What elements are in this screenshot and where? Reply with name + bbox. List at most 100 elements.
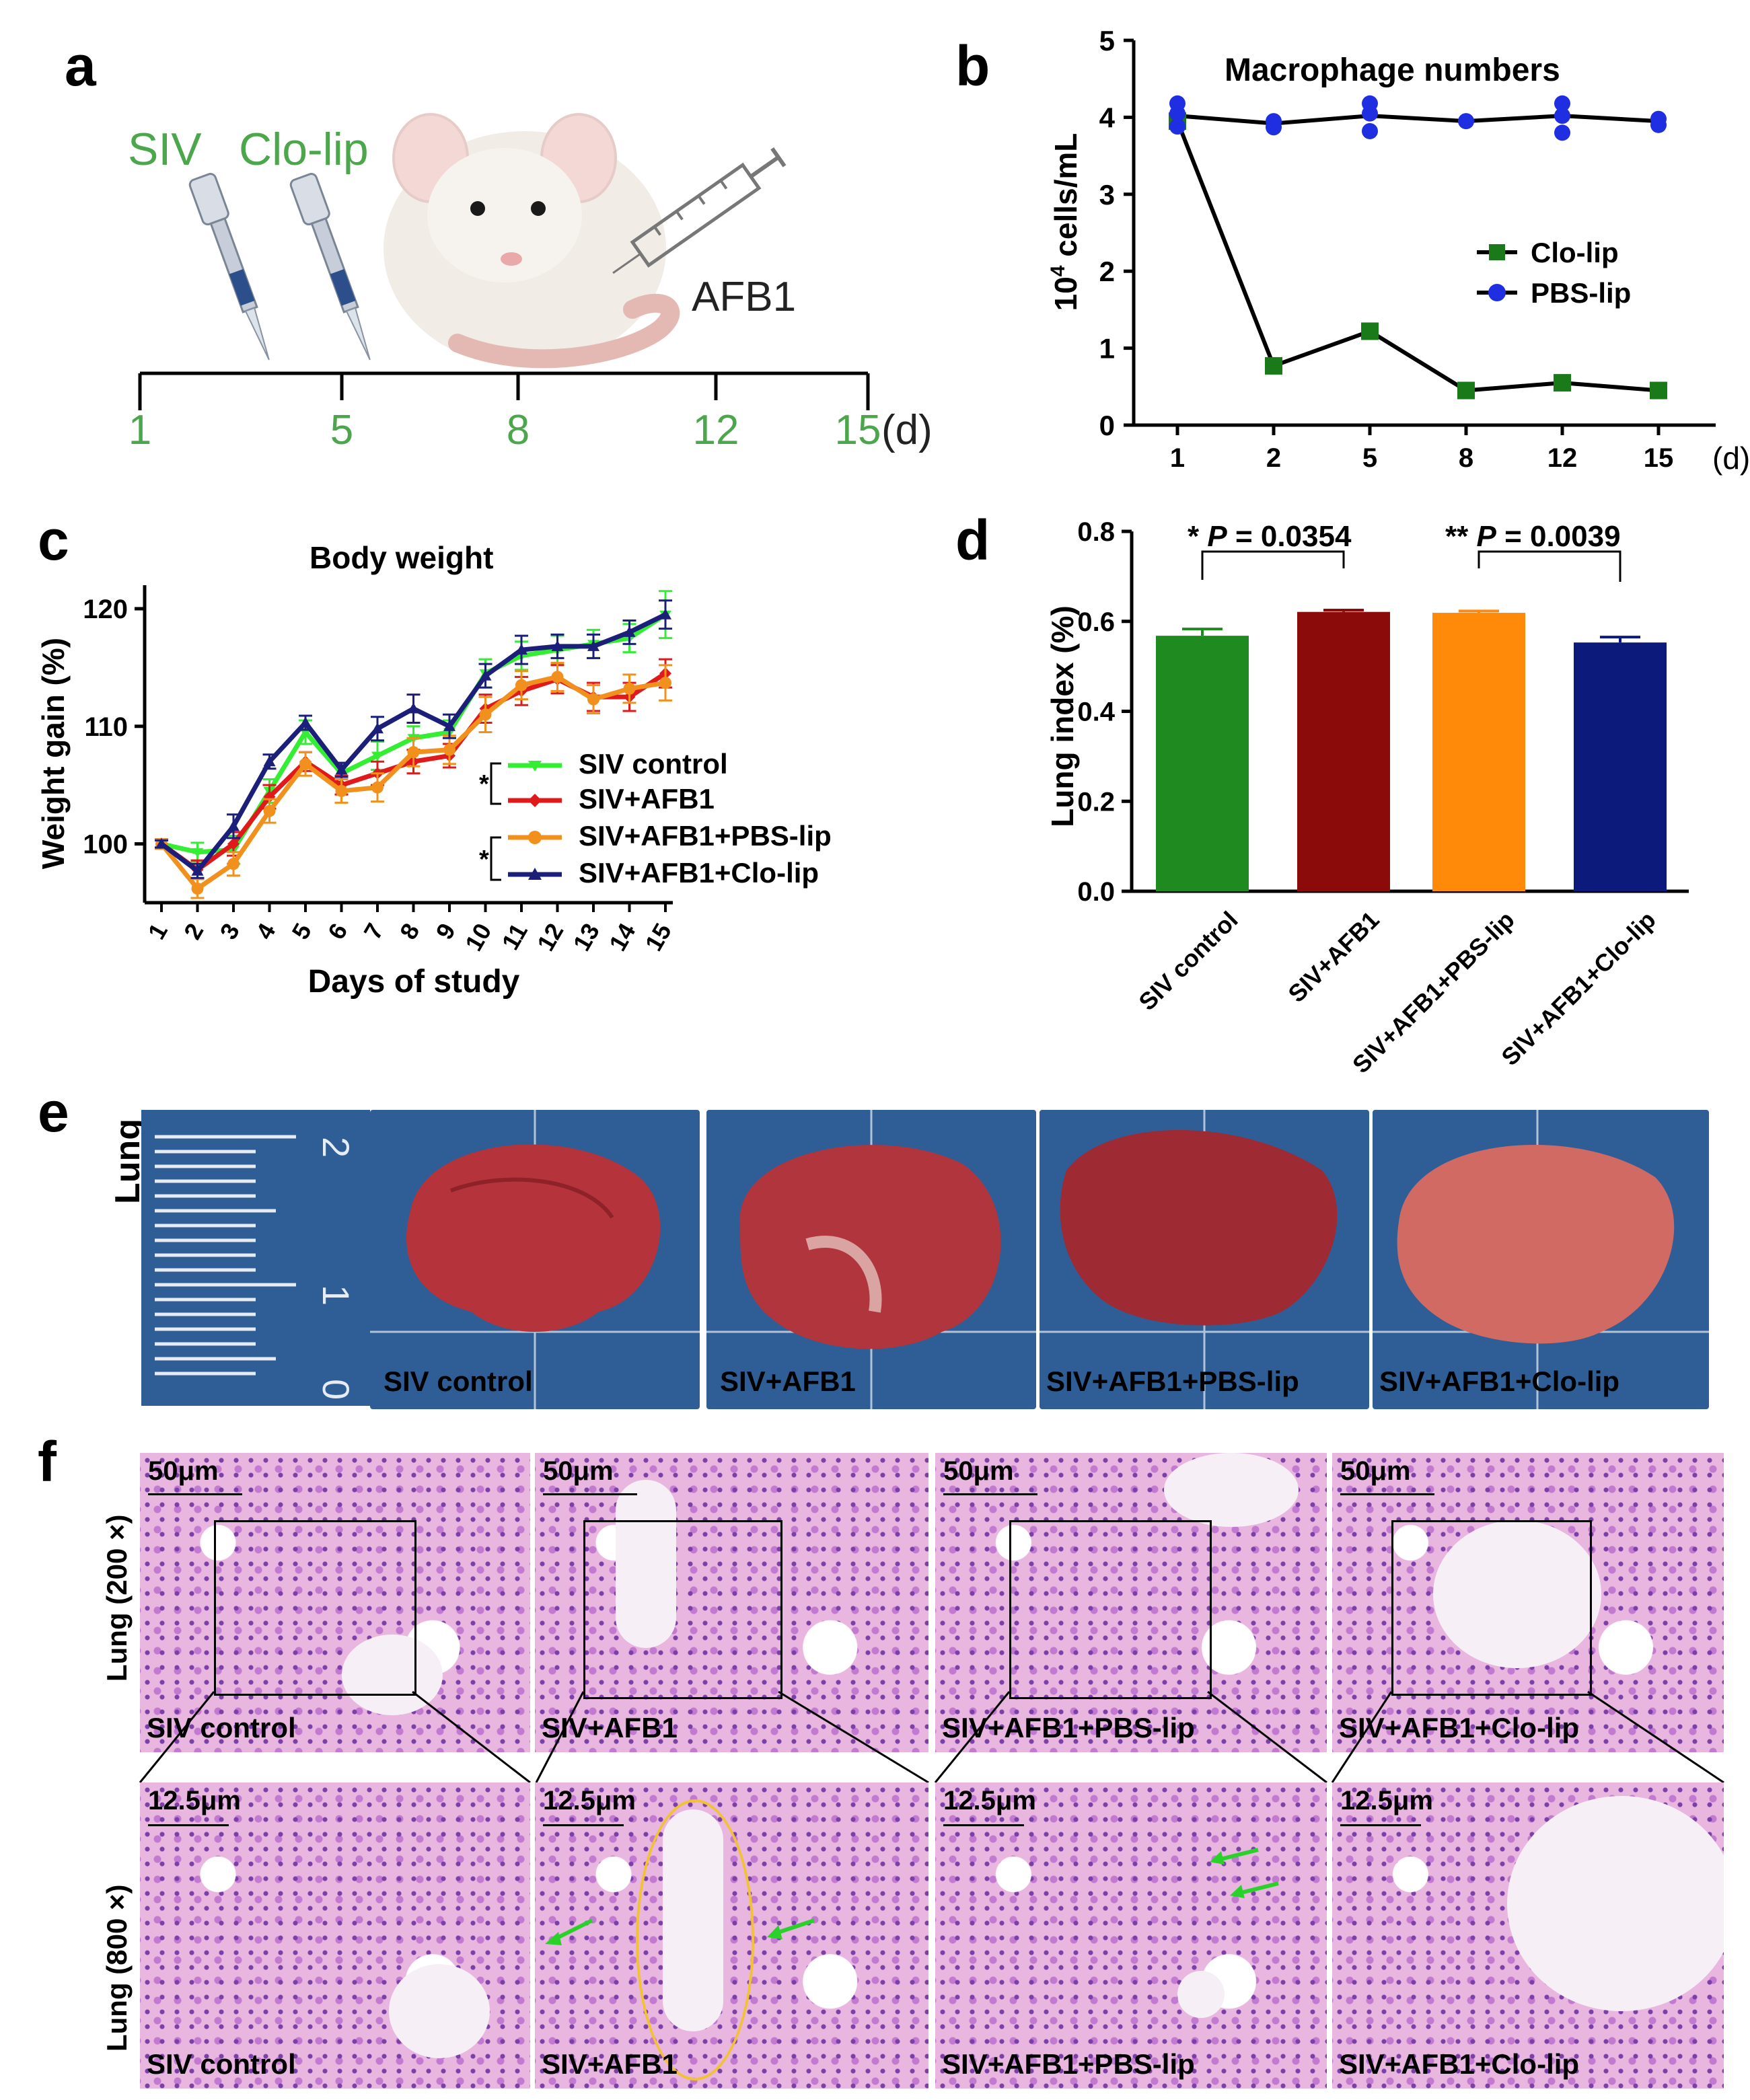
timeline-tick-15: 15 [835,407,881,453]
legend-marker-siv-afb1 [528,794,542,807]
chart-b-point-pbs-lip [1266,119,1282,136]
histology-800x-siv-afb1: 12.5μm SIV+AFB1 [535,1783,928,2089]
chart-c-point-afb1-clo-lip [371,722,384,734]
histology-200x-siv-afb1: 50μm SIV+AFB1 [535,1453,928,1752]
chart-c-point-afb1-pbs-lip [263,804,276,817]
chart-c-xtick-label: 3 [214,919,245,944]
timeline-tick-8: 8 [507,407,530,453]
histology-200x-afb1-clo-lip: 50μm SIV+AFB1+Clo-lip [1332,1453,1724,1752]
chart-b-point-pbs-lip [1554,124,1570,141]
ruler-mark-0: 0 [315,1379,357,1400]
chart-c-xtick-label: 15 [639,919,677,956]
zoom-box [583,1520,782,1699]
chart-c-point-afb1-clo-lip [155,837,168,849]
chart-c-point-afb1-pbs-lip [371,781,384,794]
chart-c-xtick-label: 11 [496,919,533,954]
legend-marker-afb1-clo-lip [528,868,542,880]
chart-d-bar-siv-control [1156,636,1249,891]
chart-c-title: Body weight [309,540,493,575]
chart-b-xtick-label: 2 [1266,443,1281,473]
legend-marker-siv-control [528,761,542,772]
chart-c-point-afb1-pbs-lip [299,757,312,770]
chart-b-point-pbs-lip [1362,122,1378,139]
zoom-box [1009,1520,1212,1699]
chart-d-ytick-label: 0.8 [1077,517,1115,547]
pipette-icon [188,173,270,361]
chart-b-point-pbs-lip [1169,118,1186,135]
histology-200x-afb1-pbs-lip: 50μm SIV+AFB1+PBS-lip [935,1453,1327,1752]
legend-marker-clo-lip [1489,244,1505,260]
histology-800x-siv-control: 12.5μm SIV control [140,1783,530,2089]
photo-label-siv-afb1: SIV+AFB1 [720,1365,856,1397]
lung-photo-siv-afb1: SIV+AFB1 [706,1110,1036,1409]
photo-label-afb1-clo-lip: SIV+AFB1+Clo-lip [1379,1365,1620,1397]
chart-b-ytick-label: 0 [1099,410,1115,441]
panel-label-d: d [955,509,990,572]
chart-b-point-pbs-lip [1554,95,1570,112]
chart-d-bar-siv-afb1 [1297,611,1390,891]
chart-c-xtick-label: 6 [322,919,353,944]
chart-c-point-siv-control [191,848,204,858]
chart-c-point-afb1-clo-lip [263,755,276,767]
panel-label-e: e [38,1080,69,1143]
chart-b-ytick-label: 3 [1099,179,1115,211]
chart-c-point-afb1-clo-lip [299,716,312,728]
chart-c-xtick-label: 14 [604,919,641,956]
ruler-photo: 2 1 0 [141,1110,370,1406]
chart-c-point-afb1-pbs-lip [479,708,492,721]
chart-c-point-afb1-pbs-lip [551,671,564,683]
timeline-unit: (d) [881,407,933,453]
chart-c-point-afb1-pbs-lip [191,883,204,895]
chart-b-xtick-label: 12 [1547,443,1578,473]
panel-f-row-label-800x: Lung (800 ×) [101,1884,133,2052]
chart-b-xtick-label: 5 [1362,443,1377,473]
zoom-connectors [139,1690,1724,1784]
legend-pbs-lip: PBS-lip [1531,277,1631,309]
panel-label-a: a [65,34,96,98]
chart-b-point-clo-lip [1650,381,1667,400]
chart-c-point-afb1-pbs-lip [227,858,240,870]
chart-c-ylabel: Weight gain (%) [36,638,71,869]
chart-b-xtick-label: 15 [1644,443,1674,473]
scalebar-label: 50μm [148,1456,219,1486]
chart-c-ytick-label: 120 [83,595,128,624]
chart-c-point-siv-afb1 [227,837,240,850]
chart-b-ytick-label: 2 [1099,256,1115,287]
chart-b-ylabel: 104 cells/mL [1047,133,1083,311]
chart-c-xtick-label: 10 [460,919,497,956]
histology-label: SIV control [147,2048,296,2080]
legend-label-siv-control: SIV control [579,748,728,780]
zoom-box [1391,1520,1592,1696]
histology-label: SIV+AFB1+PBS-lip [942,2048,1195,2080]
chart-b-line-clo-lip [1175,120,1659,393]
lung-photo-siv-control: SIV control [370,1110,700,1409]
scalebar-label: 12.5μm [943,1786,1036,1815]
chart-c-point-afb1-clo-lip [623,626,636,637]
chart-c-ytick-label: 110 [84,712,128,742]
scalebar-label: 50μm [1340,1456,1411,1486]
label-siv-injection: SIV [128,124,202,175]
chart-c-point-afb1-clo-lip [443,720,455,731]
ruler-mark-1: 1 [315,1285,357,1306]
panel-f-row-label-200x: Lung (200 ×) [101,1514,133,1682]
chart-c-ytick-label: 100 [83,830,128,860]
chart-b-point-clo-lip [1361,322,1379,340]
chart-d-bar-afb1-clo-lip [1574,642,1667,891]
panel-label-c: c [38,509,69,572]
chart-d-annotation-2: ** P = 0.0039 [1445,520,1621,553]
legend-marker-afb1-pbs-lip [528,831,542,844]
arrow-icon [1210,1848,1279,1898]
chart-lung-index: 0.0 0.2 0.4 0.6 0.8 SIV control SIV+AFB1 SIV+A… [1045,517,1689,1078]
chart-b-xtick-label: 8 [1459,443,1473,473]
chart-d-xtick-label: SIV control [1133,906,1243,1016]
chart-d-ytick-label: 0.4 [1077,698,1115,727]
panel-label-f: f [38,1430,57,1493]
chart-c-point-afb1-pbs-lip [515,679,527,691]
chart-d-annotation-1: * P = 0.0354 [1188,520,1352,553]
chart-c-point-afb1-pbs-lip [443,743,455,756]
photo-label-afb1-pbs-lip: SIV+AFB1+PBS-lip [1046,1365,1299,1397]
chart-b-point-clo-lip [1457,381,1475,400]
chart-b-point-pbs-lip [1458,113,1474,130]
chart-b-point-pbs-lip [1169,105,1186,122]
